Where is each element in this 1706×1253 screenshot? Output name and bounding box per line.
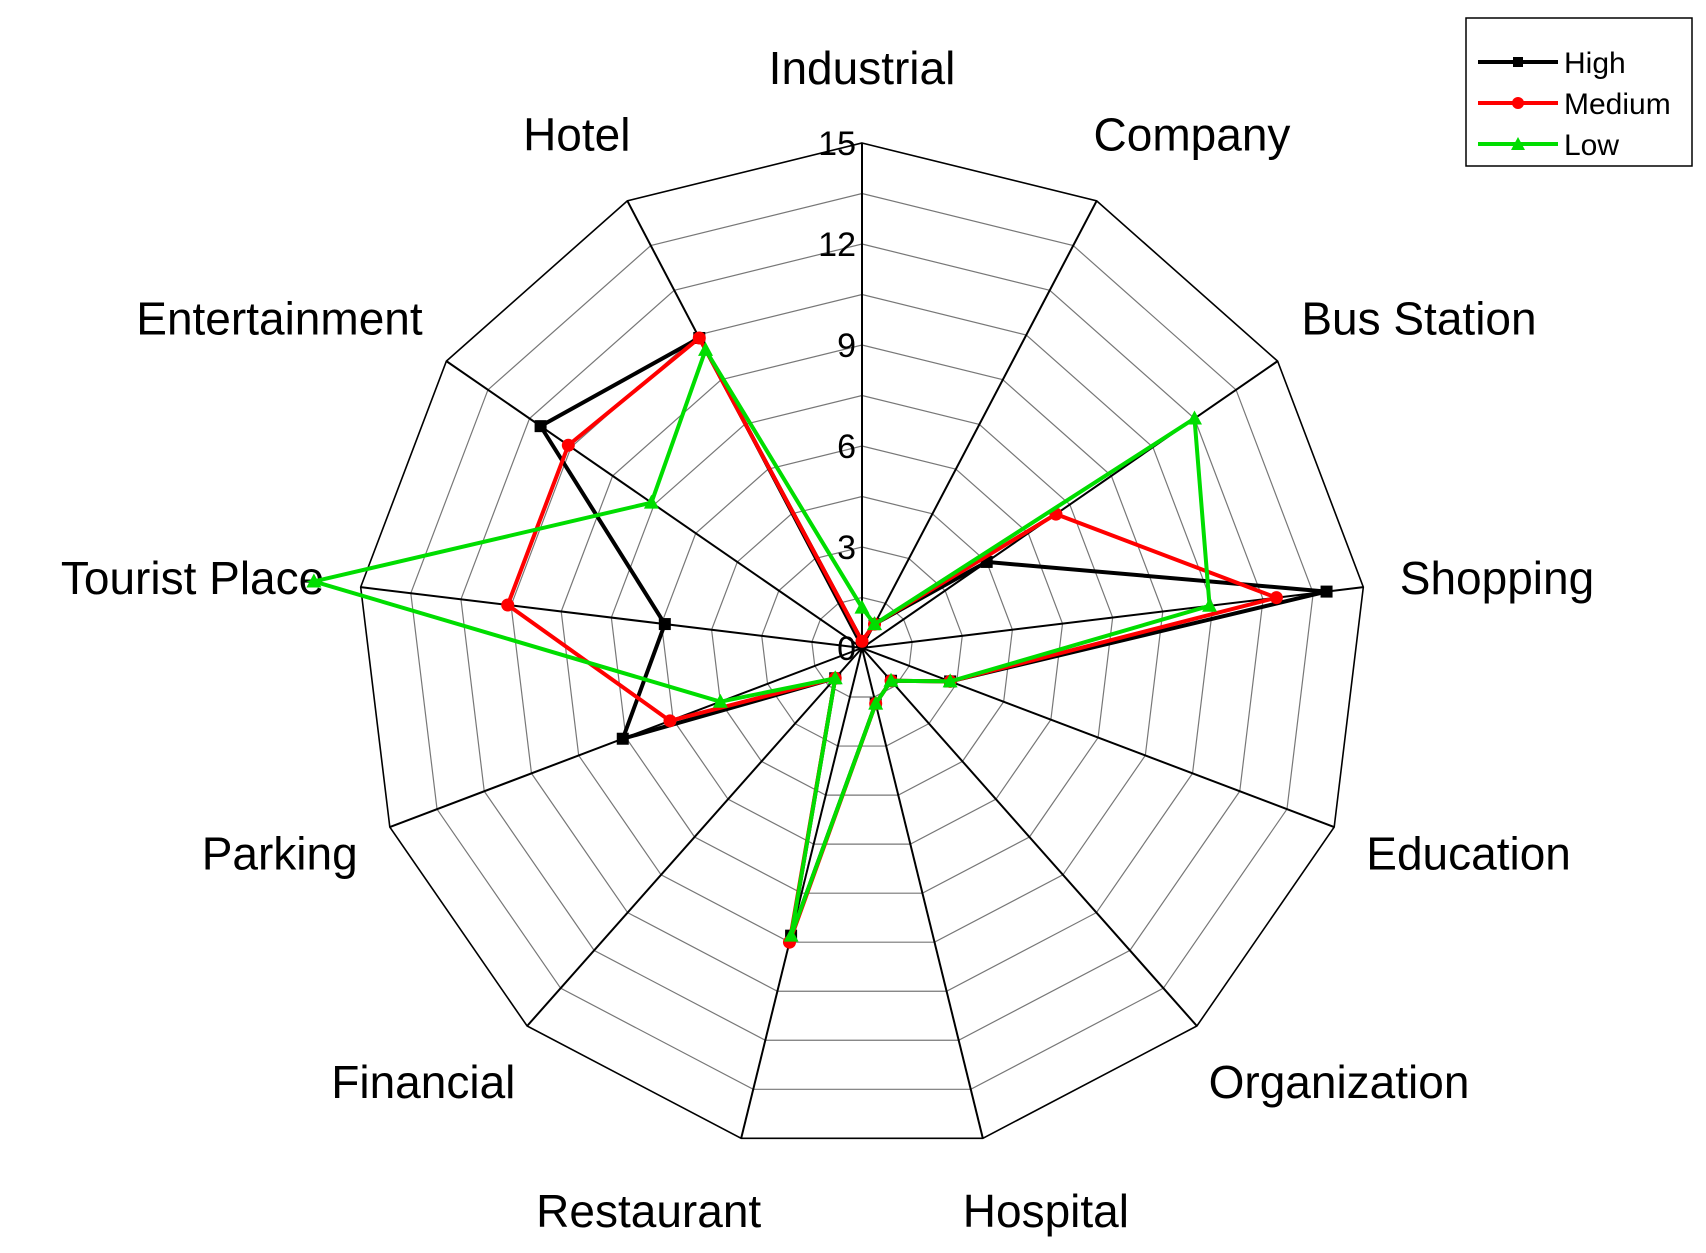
series-medium <box>501 331 1284 949</box>
data-point-high-parking <box>616 732 629 745</box>
data-point-low-organization <box>883 672 899 687</box>
legend-marker-medium <box>1512 97 1524 109</box>
category-label-tourist-place: Tourist Place <box>61 552 324 604</box>
legend: High Medium Low <box>1465 17 1693 167</box>
series-line-low <box>306 345 1212 937</box>
tick-label: 6 <box>837 428 856 466</box>
data-point-high-shopping <box>1320 585 1333 598</box>
category-label-company: Company <box>1094 108 1291 160</box>
data-point-low-hospital <box>868 695 884 710</box>
tick-label: 3 <box>837 529 856 567</box>
category-label-hospital: Hospital <box>963 1185 1129 1237</box>
grid-ring <box>460 243 1264 1041</box>
legend-marker-low <box>1511 137 1525 150</box>
data-point-low-shopping <box>1202 597 1218 612</box>
category-labels: Industrial Company Bus Station Shopping Educ… <box>61 42 1594 1237</box>
series-low <box>306 341 1218 942</box>
data-point-medium-tourist-place <box>501 598 515 612</box>
data-point-high-entertainment <box>534 420 547 433</box>
grid-ring <box>560 344 1164 943</box>
data-point-low-financial <box>827 670 843 685</box>
spoke-organization <box>861 647 1198 1027</box>
data-point-medium-shopping <box>1269 591 1283 605</box>
data-point-high-tourist-place <box>658 618 671 631</box>
category-label-organization: Organization <box>1209 1056 1470 1108</box>
tick-label: 9 <box>837 327 856 365</box>
category-label-hotel: Hotel <box>523 108 630 160</box>
spoke-company <box>861 200 1098 649</box>
data-point-low-bus-station <box>1186 410 1202 425</box>
data-point-medium-parking <box>663 714 677 728</box>
series-lines <box>306 331 1333 949</box>
legend-label-high: High <box>1564 47 1626 80</box>
tick-label: 12 <box>818 226 856 264</box>
spoke-restaurant <box>740 647 863 1139</box>
series-high <box>534 331 1333 942</box>
grid-ring <box>410 192 1314 1090</box>
legend-marker-high <box>1513 57 1523 67</box>
spoke-tourist-place <box>360 586 863 649</box>
grid-ring <box>811 596 913 698</box>
category-label-entertainment: Entertainment <box>136 293 423 345</box>
radar-grid <box>359 142 1365 1140</box>
category-label-education: Education <box>1366 828 1571 880</box>
spoke-education <box>861 647 1335 829</box>
spoke-financial <box>526 647 863 1027</box>
data-point-low-education <box>942 673 958 688</box>
category-label-bus-station: Bus Station <box>1301 293 1536 345</box>
radial-tick-labels: 0 3 6 9 12 15 <box>818 125 856 668</box>
tick-label: 0 <box>837 630 856 668</box>
data-point-low-parking <box>712 693 728 708</box>
legend-box <box>1465 17 1693 167</box>
legend-label-low: Low <box>1564 129 1619 162</box>
legend-label-medium: Medium <box>1564 88 1671 121</box>
grid-ring <box>510 293 1214 992</box>
data-point-low-tourist-place <box>306 573 322 588</box>
data-point-medium-entertainment <box>561 438 575 452</box>
category-label-restaurant: Restaurant <box>536 1185 761 1237</box>
data-point-low-hotel <box>698 341 714 356</box>
spoke-hospital <box>861 647 984 1139</box>
grid-ring <box>660 445 1064 845</box>
data-point-low-company <box>867 616 883 631</box>
category-label-shopping: Shopping <box>1400 552 1594 604</box>
data-point-low-restaurant <box>783 927 799 942</box>
data-point-low-entertainment <box>643 494 659 509</box>
grid-ring <box>710 495 1014 796</box>
category-label-financial: Financial <box>331 1056 515 1108</box>
category-label-industrial: Industrial <box>769 42 956 94</box>
data-point-medium-industrial <box>855 634 869 648</box>
spoke-bus-station <box>861 360 1279 649</box>
grid-ring <box>359 142 1365 1140</box>
tick-label: 15 <box>818 125 856 163</box>
series-line-medium <box>505 334 1284 943</box>
data-point-medium-hotel <box>692 331 706 345</box>
data-point-low-industrial <box>854 599 870 614</box>
category-label-parking: Parking <box>202 828 358 880</box>
